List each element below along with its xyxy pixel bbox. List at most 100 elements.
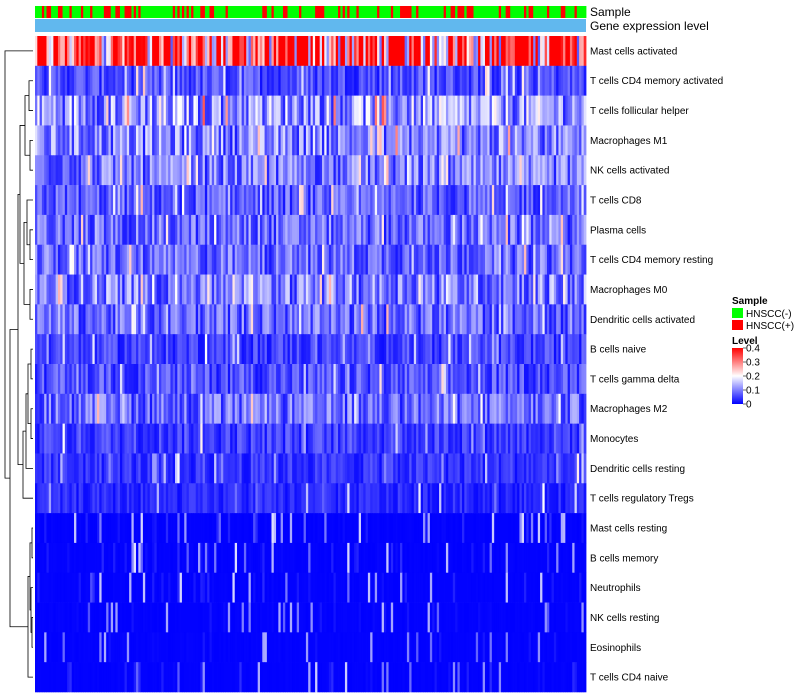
heatmap-cell — [402, 244, 406, 275]
heatmap-cell — [574, 65, 578, 96]
heatmap-cell — [74, 274, 77, 305]
heatmap-cell — [78, 214, 82, 246]
heatmap-cell — [64, 513, 68, 544]
heatmap-cell — [402, 185, 406, 216]
heatmap-cell — [328, 36, 332, 67]
heatmap-cell — [418, 95, 422, 126]
heatmap-cell — [367, 36, 371, 67]
heatmap-cell — [464, 185, 468, 216]
heatmap-cell — [74, 483, 77, 514]
heatmap-cell — [379, 364, 383, 395]
heatmap-cell — [553, 513, 557, 544]
heatmap-cell — [317, 65, 321, 96]
heatmap-cell — [517, 244, 520, 275]
heatmap-cell — [133, 214, 137, 246]
heatmap-cell — [292, 513, 295, 544]
heatmap-cell — [230, 304, 233, 335]
heatmap-cell — [416, 483, 419, 514]
heatmap-cell — [494, 483, 497, 514]
heatmap-cell — [418, 214, 422, 246]
heatmap-cell — [101, 513, 105, 544]
heatmap-cell — [259, 214, 263, 246]
heatmap-cell — [69, 632, 73, 663]
heatmap-cell — [35, 36, 38, 67]
heatmap-cell — [204, 304, 208, 335]
heatmap-cell — [117, 125, 121, 156]
heatmap-cell — [377, 214, 380, 246]
heatmap-cell — [551, 423, 555, 454]
heatmap-cell — [278, 185, 282, 216]
heatmap-cell — [503, 483, 507, 514]
heatmap-cell — [411, 214, 415, 246]
heatmap-cell — [108, 572, 112, 603]
heatmap-cell — [255, 423, 259, 454]
heatmap-cell — [530, 334, 534, 365]
heatmap-cell — [583, 214, 587, 246]
heatmap-cell — [145, 304, 148, 335]
heatmap-cell — [354, 542, 357, 574]
heatmap-cell — [560, 453, 564, 484]
heatmap-cell — [383, 572, 387, 603]
heatmap-cell — [246, 65, 249, 96]
heatmap-cell — [83, 572, 86, 603]
heatmap-cell — [177, 572, 181, 603]
heatmap-cell — [312, 274, 316, 305]
heatmap-cell — [122, 364, 125, 395]
heatmap-cell — [126, 364, 130, 395]
heatmap-cell — [96, 185, 100, 216]
heatmap-cell — [285, 274, 288, 305]
heatmap-cell — [480, 602, 484, 633]
heatmap-cell — [370, 185, 373, 216]
heatmap-cell — [285, 95, 288, 126]
heatmap-cell — [259, 36, 263, 67]
heatmap-cell — [262, 453, 265, 484]
heatmap-cell — [129, 483, 132, 514]
heatmap-cell — [218, 602, 222, 633]
heatmap-cell — [161, 244, 164, 275]
heatmap-cell — [156, 453, 160, 484]
heatmap-cell — [145, 244, 148, 275]
heatmap-cell — [145, 274, 148, 305]
heatmap-cell — [101, 95, 105, 126]
heatmap-cell — [537, 513, 541, 544]
heatmap-cell — [418, 423, 422, 454]
heatmap-cell — [471, 274, 474, 305]
heatmap-cell — [138, 542, 142, 574]
heatmap-cell — [168, 36, 171, 67]
heatmap-cell — [443, 453, 447, 484]
heatmap-cell — [161, 542, 164, 574]
heatmap-cell — [425, 185, 428, 216]
heatmap-cell — [514, 423, 518, 454]
heatmap-cell — [423, 244, 426, 275]
heatmap-cell — [113, 542, 116, 574]
heatmap-cell — [436, 274, 440, 305]
heatmap-cell — [83, 95, 86, 126]
heatmap-cell — [429, 572, 433, 603]
heatmap-cell — [372, 185, 376, 216]
heatmap-cell — [507, 244, 511, 275]
heatmap-cell — [243, 65, 247, 96]
heatmap-cell — [276, 483, 279, 514]
heatmap-cell — [278, 632, 282, 663]
heatmap-cell — [246, 364, 249, 395]
heatmap-cell — [248, 393, 252, 424]
heatmap-cell — [344, 483, 348, 514]
heatmap-cell — [331, 334, 334, 365]
heatmap-cell — [103, 393, 107, 424]
heatmap-cell — [356, 602, 360, 633]
heatmap-cell — [181, 393, 185, 424]
heatmap-cell — [156, 155, 160, 186]
heatmap-cell — [496, 513, 500, 544]
heatmap-cell — [110, 36, 114, 67]
heatmap-cell — [342, 274, 346, 305]
heatmap-cell — [165, 244, 169, 275]
heatmap-cell — [51, 95, 54, 126]
heatmap-cell — [211, 244, 215, 275]
heatmap-cell — [48, 453, 52, 484]
heatmap-cell — [553, 542, 557, 574]
heatmap-cell — [154, 304, 158, 335]
heatmap-cell — [85, 274, 89, 305]
heatmap-cell — [276, 95, 279, 126]
heatmap-cell — [432, 513, 435, 544]
heatmap-cell — [147, 453, 151, 484]
